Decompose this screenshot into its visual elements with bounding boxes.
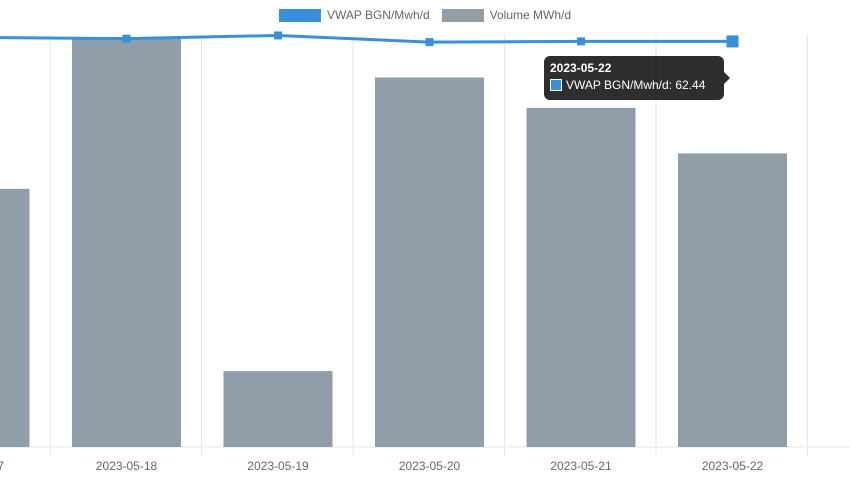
x-tick-label: 2023-05-18	[96, 459, 158, 473]
tooltip-caret	[724, 72, 730, 84]
x-tick-label: 7	[0, 459, 4, 473]
volume-bar[interactable]	[223, 371, 333, 447]
volume-bars	[0, 37, 787, 448]
volume-bar[interactable]	[0, 188, 30, 447]
volume-bar[interactable]	[526, 107, 636, 447]
tooltip-swatch	[550, 79, 562, 91]
tooltip: 2023-05-22 VWAP BGN/Mwh/d: 62.44	[544, 56, 724, 100]
volume-bar[interactable]	[678, 153, 787, 448]
legend-item-vwap[interactable]: VWAP BGN/Mwh/d	[278, 8, 430, 22]
vwap-line	[0, 31, 739, 48]
x-axis-tick-labels: 7 2023-05-18 2023-05-19 2023-05-20 2023-05-2…	[0, 459, 764, 473]
x-tick-label: 2023-05-22	[702, 459, 764, 473]
tooltip-title: 2023-05-22	[550, 61, 612, 75]
volume-bar[interactable]	[72, 37, 181, 447]
vwap-point[interactable]	[577, 37, 585, 46]
legend-swatch-volume	[441, 8, 484, 22]
vwap-point[interactable]	[425, 38, 434, 47]
legend-swatch-vwap	[278, 8, 321, 22]
legend-label-volume: Volume MWh/d	[489, 8, 572, 22]
legend-label-vwap: VWAP BGN/Mwh/d	[326, 8, 430, 22]
vwap-point[interactable]	[726, 35, 739, 48]
volume-bar[interactable]	[375, 77, 484, 447]
x-tick-label: 2023-05-19	[247, 459, 309, 473]
x-tick-label: 2023-05-21	[550, 459, 612, 473]
legend-item-volume[interactable]: Volume MWh/d	[441, 8, 572, 22]
tooltip-row: VWAP BGN/Mwh/d: 62.44	[550, 78, 718, 92]
tooltip-text: VWAP BGN/Mwh/d: 62.44	[566, 78, 706, 92]
x-tick-label: 2023-05-20	[399, 459, 461, 473]
vwap-point[interactable]	[122, 34, 131, 43]
legend: VWAP BGN/Mwh/d Volume MWh/d	[0, 8, 850, 22]
vwap-point[interactable]	[274, 31, 282, 40]
vwap-line-path	[0, 33, 733, 44]
